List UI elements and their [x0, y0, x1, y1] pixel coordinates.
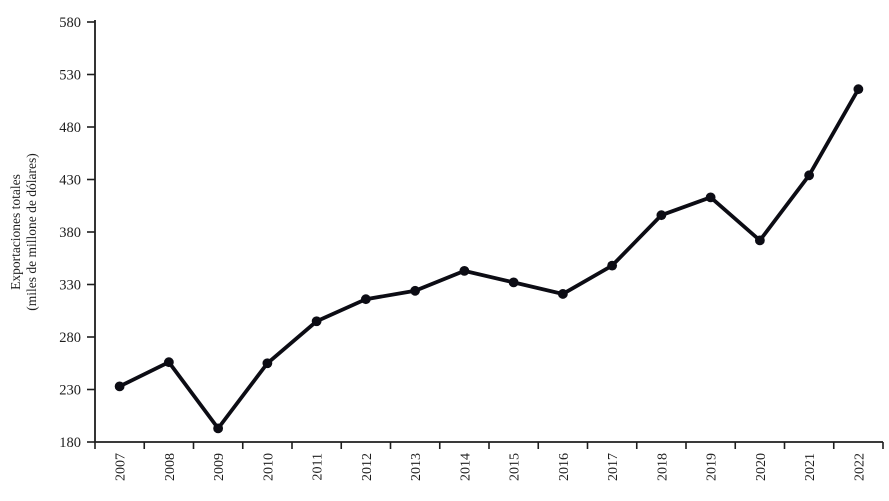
x-tick-label-2015: 2015	[508, 453, 523, 481]
data-point-2010	[262, 358, 273, 369]
y-tick-label: 580	[59, 15, 81, 31]
data-point-2017	[607, 260, 618, 271]
y-tick-label: 430	[59, 173, 81, 189]
x-tick-label-2014: 2014	[458, 453, 473, 481]
x-tick-label-2020: 2020	[754, 453, 769, 481]
data-point-2019	[705, 192, 716, 203]
x-tick-label-2019: 2019	[705, 453, 720, 481]
data-point-2009	[213, 423, 224, 434]
y-axis-title-line1: Exportaciones totales	[8, 174, 23, 290]
y-tick-label: 180	[59, 435, 81, 451]
y-tick-label: 480	[59, 120, 81, 136]
data-point-2012	[360, 294, 371, 305]
x-tick-label-2011: 2011	[311, 453, 326, 480]
series-layer	[114, 84, 864, 434]
data-point-2020	[754, 235, 765, 246]
data-point-2008	[163, 357, 174, 368]
y-tick-label: 280	[59, 330, 81, 346]
data-point-2007	[114, 381, 125, 392]
x-tick-label-2021: 2021	[803, 453, 818, 481]
data-point-2021	[804, 170, 815, 181]
axes-layer: 180 230 280 330 380 430 480 530 580 2007 2008 2009 2…	[59, 15, 884, 481]
y-tick-label: 330	[59, 278, 81, 294]
data-point-2022	[853, 84, 864, 95]
data-point-2015	[508, 277, 519, 288]
x-tick-label-2022: 2022	[852, 453, 867, 481]
x-tick-label-2016: 2016	[557, 453, 572, 481]
data-point-2013	[410, 285, 421, 296]
series-line-exportaciones-totales	[117, 87, 861, 432]
x-tick-label-2007: 2007	[114, 453, 129, 481]
x-tick-label-2009: 2009	[212, 453, 227, 481]
x-tick-label-2010: 2010	[261, 453, 276, 481]
x-tick-label-2017: 2017	[606, 453, 621, 481]
x-tick-label-2012: 2012	[360, 453, 375, 481]
data-point-2014	[459, 265, 470, 276]
y-tick-label: 530	[59, 68, 81, 84]
y-tick-label: 230	[59, 383, 81, 399]
x-tick-label-2018: 2018	[655, 453, 670, 481]
x-tick-label-2008: 2008	[163, 453, 178, 481]
data-point-2016	[557, 289, 568, 299]
data-point-2018	[656, 210, 667, 221]
y-axis-title-line2: (miles de millone de dólares)	[24, 153, 39, 310]
x-tick-label-2013: 2013	[409, 453, 424, 481]
y-tick-label: 380	[59, 225, 81, 241]
data-point-2011	[311, 316, 322, 327]
